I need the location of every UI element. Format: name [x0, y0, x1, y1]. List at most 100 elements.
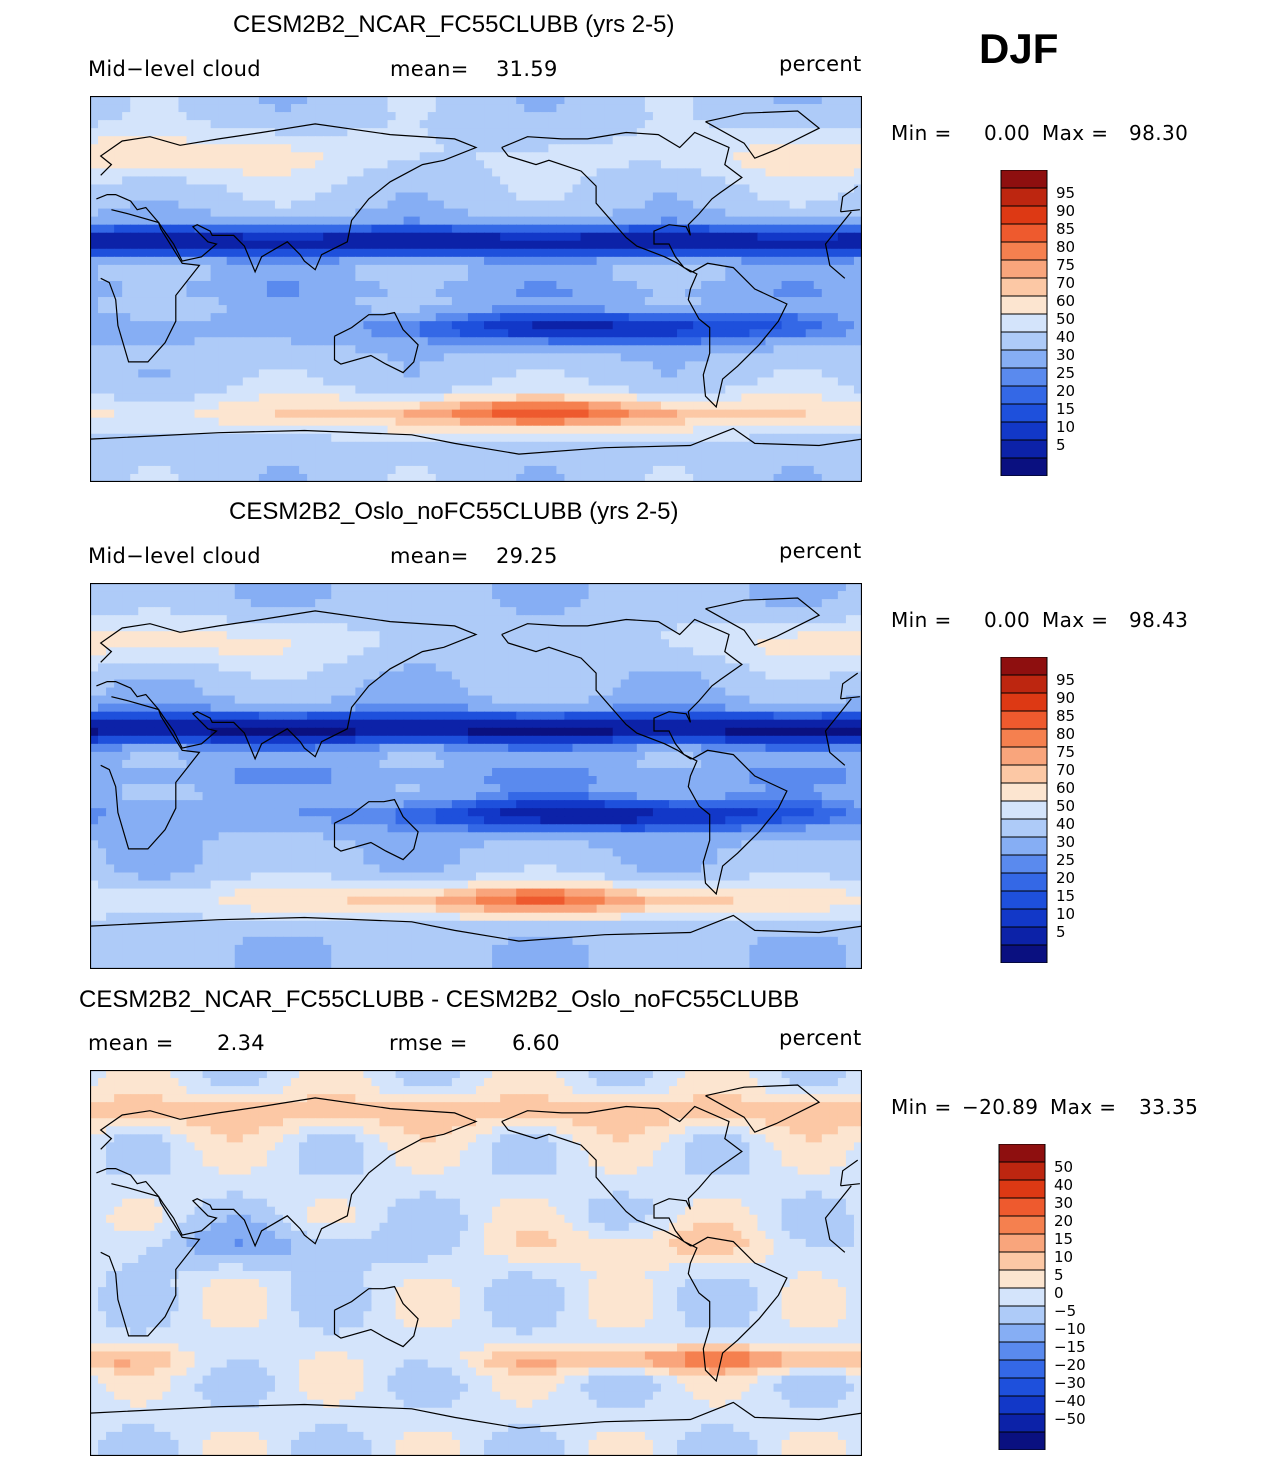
field-cell	[508, 297, 517, 306]
field-cell	[484, 401, 493, 411]
field-cell	[749, 192, 759, 202]
field-cell	[652, 313, 662, 322]
field-cell	[524, 305, 533, 314]
field-cell	[427, 168, 437, 178]
field-cell	[604, 256, 614, 266]
field-cell	[467, 361, 477, 371]
field-cell	[524, 96, 533, 105]
field-cell	[532, 599, 541, 608]
field-cell	[781, 369, 791, 379]
field-cell	[170, 361, 180, 371]
field-cell	[620, 200, 630, 210]
field-cell	[90, 200, 99, 210]
field-cell	[106, 152, 115, 161]
field-cell	[186, 152, 196, 161]
field-cell	[484, 200, 493, 210]
field-cell	[693, 248, 702, 258]
field-cell	[299, 128, 308, 137]
field-cell	[323, 120, 332, 129]
field-cell	[467, 313, 477, 322]
field-cell	[138, 433, 147, 443]
field-cell	[741, 369, 751, 379]
field-cell	[532, 256, 541, 266]
field-cell	[299, 272, 308, 282]
field-cell	[387, 104, 397, 113]
field-cell	[813, 224, 823, 234]
field-cell	[596, 369, 606, 379]
field-cell	[773, 152, 783, 161]
field-cell	[677, 112, 686, 121]
field-cell	[467, 591, 477, 600]
field-cell	[741, 289, 751, 298]
field-cell	[218, 353, 228, 362]
field-cell	[556, 128, 566, 137]
field-cell	[677, 417, 686, 427]
field-cell	[242, 184, 252, 194]
field-cell	[556, 208, 566, 218]
field-cell	[379, 240, 389, 250]
field-cell	[564, 264, 574, 274]
field-cell	[98, 200, 107, 210]
field-cell	[765, 128, 775, 137]
field-cell	[226, 321, 236, 330]
field-cell	[540, 216, 549, 226]
field-cell	[459, 297, 469, 306]
field-cell	[106, 240, 115, 250]
field-cell	[853, 297, 862, 306]
field-cell	[106, 112, 115, 121]
field-cell	[749, 393, 759, 403]
field-cell	[660, 465, 670, 475]
field-cell	[709, 449, 718, 459]
field-cell	[130, 289, 139, 298]
field-cell	[162, 409, 172, 419]
field-cell	[363, 176, 373, 186]
field-cell	[90, 232, 99, 242]
field-cell	[90, 465, 99, 475]
field-cell	[90, 599, 99, 608]
field-cell	[620, 345, 630, 354]
field-cell	[813, 96, 823, 105]
field-cell	[693, 289, 702, 298]
field-cell	[339, 457, 348, 467]
field-cell	[363, 120, 373, 129]
field-cell	[596, 385, 606, 395]
field-cell	[580, 272, 590, 282]
field-cell	[548, 208, 558, 218]
field-cell	[90, 289, 99, 298]
field-cell	[813, 591, 823, 600]
field-cell	[283, 409, 292, 419]
field-cell	[757, 264, 767, 274]
field-cell	[789, 441, 799, 451]
field-cell	[677, 353, 686, 362]
field-cell	[210, 433, 220, 443]
field-cell	[564, 353, 574, 362]
field-cell	[709, 337, 718, 346]
field-cell	[347, 297, 356, 306]
field-cell	[765, 465, 775, 475]
field-cell	[596, 216, 606, 226]
field-cell	[170, 256, 180, 266]
field-cell	[765, 272, 775, 282]
colorbar-tick-label: 30	[1056, 346, 1075, 364]
field-cell	[701, 473, 710, 482]
field-cell	[741, 385, 751, 395]
field-cell	[580, 313, 590, 322]
field-cell	[588, 425, 598, 435]
field-cell	[620, 168, 630, 178]
field-cell	[564, 361, 574, 371]
field-cell	[540, 583, 549, 592]
field-cell	[339, 433, 348, 443]
field-cell	[411, 289, 421, 298]
field-cell	[395, 168, 405, 178]
field-cell	[789, 256, 799, 266]
field-cell	[266, 240, 276, 250]
field-cell	[685, 345, 694, 354]
field-cell	[90, 120, 99, 129]
field-cell	[781, 136, 791, 145]
field-cell	[548, 599, 558, 608]
field-cell	[202, 591, 212, 600]
field-cell	[170, 385, 180, 395]
field-cell	[451, 305, 461, 314]
field-cell	[323, 280, 332, 290]
field-cell	[339, 305, 348, 314]
